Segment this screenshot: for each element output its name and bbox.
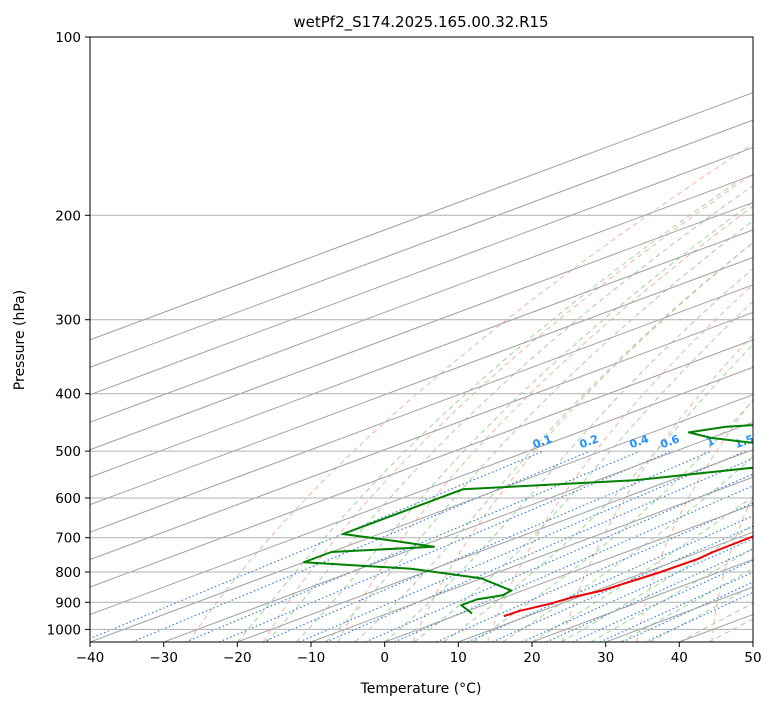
moist-adiabat-line	[295, 201, 753, 642]
isotherm-line	[163, 421, 753, 642]
dewpoint-profile-line	[303, 424, 753, 615]
chart-title: wetPf2_S174.2025.165.00.32.R15	[293, 13, 548, 32]
isotherm-line	[90, 284, 753, 533]
dry-adiabat-line	[711, 495, 753, 642]
isotherm-line	[90, 146, 753, 396]
isotherm-line	[90, 174, 753, 423]
x-tick-label: 30	[597, 650, 614, 666]
x-tick-label: −20	[223, 650, 252, 666]
x-tick-label: 50	[744, 650, 761, 666]
y-tick-label: 200	[55, 208, 81, 224]
isotherm-line	[90, 92, 753, 341]
temperature-profile-line	[503, 535, 753, 618]
dry-adiabat-line	[561, 334, 753, 642]
profile-series	[303, 424, 753, 618]
moist-adiabat-line	[236, 180, 739, 642]
y-tick-label: 100	[55, 30, 81, 46]
x-tick-label: 40	[671, 650, 688, 666]
x-tick-label: −40	[76, 650, 105, 666]
mixing-ratio-line	[436, 502, 753, 642]
isotherm-line	[237, 449, 753, 642]
dry-adiabat-line	[487, 284, 753, 642]
moist-adiabat-line	[561, 524, 753, 642]
x-tick-label: −10	[297, 650, 326, 666]
x-tick-label: −30	[149, 650, 178, 666]
isotherm-line	[384, 504, 753, 642]
x-tick-label: 0	[380, 650, 389, 666]
y-axis-label: Pressure (hPa)	[12, 290, 28, 390]
plot-area: 0.10.20.40.611.52346810131620253036-100-…	[90, 37, 753, 642]
y-axis-ticks: 1000 900 800 700 600 500 400 300 200 100	[47, 30, 90, 638]
isotherm-line	[90, 394, 753, 642]
isotherm-line	[90, 201, 753, 451]
x-tick-label: 20	[523, 650, 540, 666]
x-tick-label: 10	[450, 650, 467, 666]
isotherm-line	[310, 476, 753, 642]
mixing-ratio-label: 0.1	[531, 432, 554, 451]
y-tick-label: 1000	[47, 622, 81, 638]
x-axis-label: Temperature (°C)	[360, 681, 482, 697]
plot-frame	[89, 36, 754, 643]
mixing-ratio-label: 0.2	[578, 432, 601, 451]
isotherm-line	[90, 119, 753, 368]
mixing-ratio-line	[365, 473, 753, 642]
moist-adiabat-line	[443, 343, 753, 642]
mixing-ratio-line	[325, 457, 753, 642]
mixing-ratio-line	[90, 450, 544, 640]
mixing-ratio-label: 0.4	[628, 432, 651, 451]
isotherm-line	[90, 256, 753, 506]
y-tick-label: 400	[55, 387, 81, 403]
isotherm-line	[90, 366, 753, 616]
y-tick-label: 600	[55, 491, 81, 507]
isotherm-line	[458, 531, 753, 642]
dry-adiabat-line	[188, 143, 753, 642]
y-tick-label: 500	[55, 444, 81, 460]
line-labels: 0.10.20.40.611.52346810131620253036-100-…	[531, 432, 753, 451]
moist-adiabat-line	[266, 184, 753, 642]
moist-adiabat-line	[354, 241, 753, 642]
pressure-gridlines	[90, 37, 753, 630]
x-axis-ticks: −40 −30 −20 −10 0 10 20 30 40 50	[76, 642, 762, 666]
isotherms	[90, 92, 753, 642]
mixing-ratio-label: 1	[705, 434, 717, 449]
isotherm-line	[90, 339, 753, 588]
dry-adiabat-line	[263, 172, 753, 642]
mixing-ratio-line	[298, 450, 746, 642]
isotherm-line	[90, 311, 753, 561]
moist-adiabat-line	[384, 268, 753, 642]
y-tick-label: 300	[55, 313, 81, 329]
mixing-ratio-line	[599, 571, 753, 642]
moist-adiabat-line	[413, 300, 753, 642]
mixing-ratio-line	[572, 559, 753, 642]
isotherm-line	[90, 229, 753, 478]
y-tick-label: 900	[55, 595, 81, 611]
dry-adiabat-line	[412, 242, 753, 642]
y-tick-label: 800	[55, 565, 81, 581]
mixing-ratio-label: 0.6	[659, 432, 682, 451]
y-tick-label: 700	[55, 531, 81, 547]
mixing-ratio-line	[262, 450, 712, 642]
